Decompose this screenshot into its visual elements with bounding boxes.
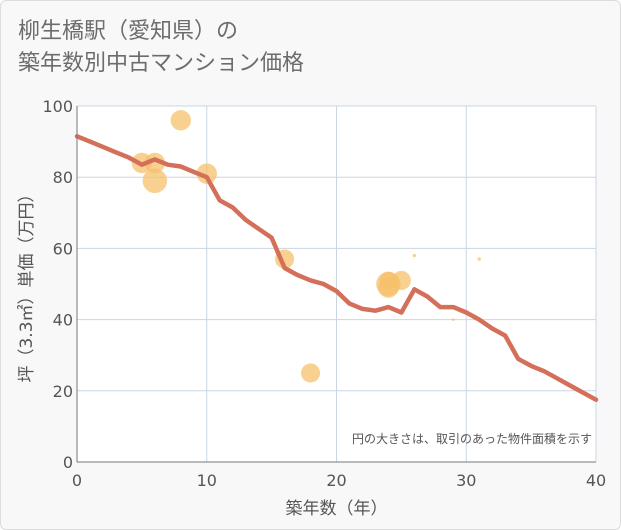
bubble-point [391,270,411,290]
chart-title: 柳生橋駅（愛知県）の 築年数別中古マンション価格 [18,16,304,80]
y-tick-label: 80 [53,168,73,187]
x-axis-title: 築年数（年） [286,499,388,519]
bubble-point [196,163,217,184]
y-tick-label: 20 [53,382,73,401]
bubble-point [412,253,417,258]
tick-labels: 0 10 20 30 40 0 20 40 60 80 100 [42,97,606,490]
bubble-point [301,363,321,383]
axes [76,106,596,463]
y-tick-label: 60 [53,239,73,258]
title-line-2: 築年数別中古マンション価格 [18,51,305,76]
x-tick-label: 20 [326,471,346,490]
bubble-point [477,257,481,261]
y-tick-label: 100 [42,97,73,116]
trend-line [74,134,599,402]
x-tick-label: 10 [197,471,217,490]
x-tick-label: 0 [72,471,82,490]
title-line-1: 柳生橋駅（愛知県）の [18,19,239,44]
bubble-point [144,152,166,174]
y-tick-label: 40 [53,311,73,330]
bubble-point [379,271,398,290]
x-tick-label: 40 [586,471,606,490]
size-annotation: 円の大きさは、取引のあった物件面積を示す [352,431,592,446]
x-tick-label: 30 [456,471,476,490]
bubble-point [170,110,191,131]
bubble-point [451,318,455,321]
y-axis-title: 坪（3.3㎡）単価（万円） [17,185,37,382]
bubble-point [142,168,168,193]
y-tick-label: 0 [63,453,73,472]
